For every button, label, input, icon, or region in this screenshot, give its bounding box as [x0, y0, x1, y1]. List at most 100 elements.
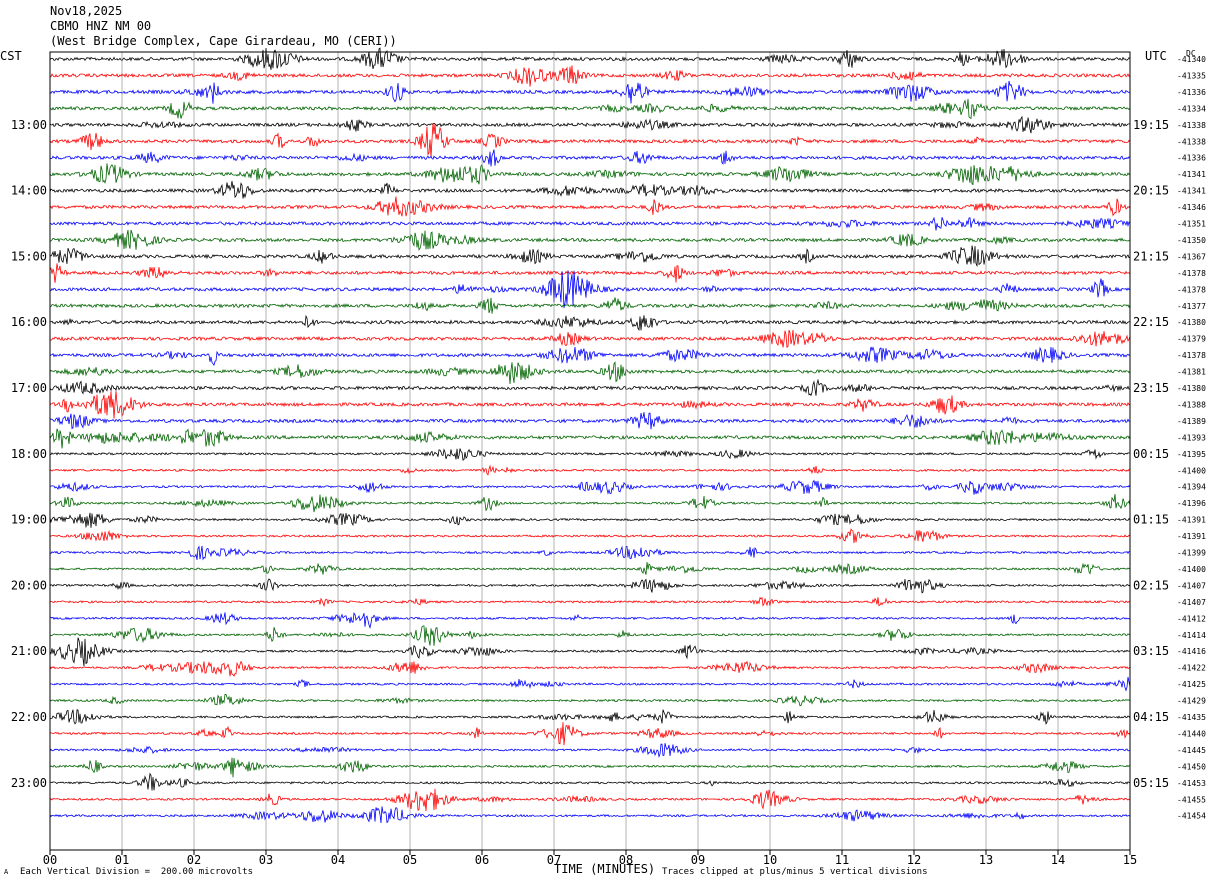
utc-hour-label: 21:15: [1133, 249, 1169, 263]
trace-line: [49, 346, 1131, 367]
trace-line: [49, 270, 1131, 309]
utc-hour-label: 19:15: [1133, 118, 1169, 132]
utc-hour-label: 00:15: [1133, 447, 1169, 461]
dc-offset-label: -41395: [1177, 450, 1206, 459]
dc-offset-label: -41378: [1177, 285, 1206, 294]
x-tick-label: 03: [259, 853, 273, 867]
trace-line: [49, 297, 1131, 314]
x-tick-label: 07: [547, 853, 561, 867]
x-tick-label: 04: [331, 853, 345, 867]
dc-offset-label: -41454: [1177, 812, 1206, 821]
dc-offset-label: -41346: [1177, 203, 1206, 212]
cst-hour-label: 13:00: [11, 118, 47, 132]
dc-offset-label: -41336: [1177, 88, 1206, 97]
trace-line: [50, 625, 1131, 646]
x-axis-title: TIME (MINUTES): [554, 862, 656, 876]
trace-line: [49, 788, 1131, 812]
x-tick-label: 00: [43, 853, 57, 867]
dc-offset-label: -41450: [1177, 762, 1206, 771]
utc-hour-label: 22:15: [1133, 315, 1169, 329]
utc-hour-label: 03:15: [1133, 644, 1169, 658]
dc-offset-label: -41338: [1177, 137, 1206, 146]
x-tick-label: 05: [403, 853, 417, 867]
trace-line: [49, 512, 1131, 528]
trace-line: [49, 709, 1131, 725]
trace-line: [49, 65, 1131, 87]
x-tick-label: 13: [979, 853, 993, 867]
utc-hour-label: 05:15: [1133, 776, 1169, 790]
trace-line: [49, 163, 1131, 185]
dc-offset-label: -41380: [1177, 318, 1206, 327]
trace-line: [49, 722, 1131, 746]
trace-line: [49, 181, 1131, 199]
dc-offset-label: -41399: [1177, 549, 1206, 558]
dc-offset-label: -41391: [1177, 532, 1206, 541]
trace-line: [49, 80, 1131, 104]
dc-offset-label: -41396: [1177, 499, 1206, 508]
dc-offset-label: -41400: [1177, 565, 1206, 574]
dc-offset-label: -41407: [1177, 598, 1206, 607]
dc-offset-label: -41351: [1177, 220, 1206, 229]
x-tick-label: 08: [619, 853, 633, 867]
cst-hour-label: 19:00: [11, 513, 47, 527]
trace-line: [49, 216, 1131, 231]
x-tick-label: 09: [691, 853, 705, 867]
dc-offset-label: -41378: [1177, 351, 1206, 360]
cst-hour-label: 23:00: [11, 776, 47, 790]
dc-offset-label: -41453: [1177, 779, 1206, 788]
dc-offset-label: -41379: [1177, 335, 1206, 344]
corner-mark: A: [4, 868, 9, 876]
x-tick-label: 12: [907, 853, 921, 867]
dc-offset-label: -41381: [1177, 368, 1206, 377]
trace-line: [49, 637, 1131, 667]
dc-offset-label: -41335: [1177, 71, 1206, 80]
trace-line: [49, 806, 1131, 824]
trace-line: [49, 115, 1131, 134]
trace-line: [49, 98, 1131, 120]
dc-offset-label: -41440: [1177, 729, 1206, 738]
dc-offset-label: -41435: [1177, 713, 1206, 722]
plot-frame: [49, 51, 1131, 851]
dc-offset-label: -41334: [1177, 104, 1206, 113]
dc-offset-label: -41341: [1177, 170, 1206, 179]
dc-offset-label: -41377: [1177, 302, 1206, 311]
cst-hour-label: 14:00: [11, 184, 47, 198]
x-tick-label: 02: [187, 853, 201, 867]
x-tick-label: 01: [115, 853, 129, 867]
utc-hour-label: 01:15: [1133, 513, 1169, 527]
cst-hour-label: 17:00: [11, 381, 47, 395]
dc-offset-label: -41338: [1177, 121, 1206, 130]
dc-offset-label: -41425: [1177, 680, 1206, 689]
trace-line: [49, 263, 1131, 283]
dc-offset-label: -41412: [1177, 614, 1206, 623]
dc-offset-label: -41336: [1177, 154, 1206, 163]
utc-label: UTC: [1145, 49, 1167, 63]
trace-line: [49, 578, 1131, 594]
dc-offset-label: -41380: [1177, 384, 1206, 393]
trace-line: [49, 123, 1131, 158]
cst-hour-label: 21:00: [11, 644, 47, 658]
dc-offset-label: -41389: [1177, 417, 1206, 426]
trace-line: [49, 47, 1131, 70]
dc-offset-label: -41414: [1177, 631, 1206, 640]
cst-hour-label: 18:00: [11, 447, 47, 461]
cst-hour-label: 16:00: [11, 315, 47, 329]
trace-line: [49, 596, 1131, 608]
dc-offset-label: -41340: [1177, 55, 1206, 64]
utc-hour-label: 04:15: [1133, 710, 1169, 724]
header-date: Nov18,2025: [50, 4, 123, 18]
trace-line: [49, 378, 1131, 397]
trace-line: [49, 149, 1131, 167]
clip-note: Traces clipped at plus/minus 5 vertical …: [662, 867, 928, 877]
dc-offset-label: -41378: [1177, 269, 1206, 278]
dc-offset-label: -41407: [1177, 581, 1206, 590]
cst-hour-label: 22:00: [11, 710, 47, 724]
dc-offset-label: -41388: [1177, 400, 1206, 409]
axis-labels: 00 01 02 03 04 05 06 07 08 09 10 11 12 13 14 15 13:00 14:…: [11, 55, 1206, 867]
trace-line: [49, 314, 1130, 332]
trace-group: [49, 47, 1131, 824]
x-tick-label: 11: [835, 853, 849, 867]
dc-offset-label: -41391: [1177, 516, 1206, 525]
trace-line: [49, 693, 1131, 707]
